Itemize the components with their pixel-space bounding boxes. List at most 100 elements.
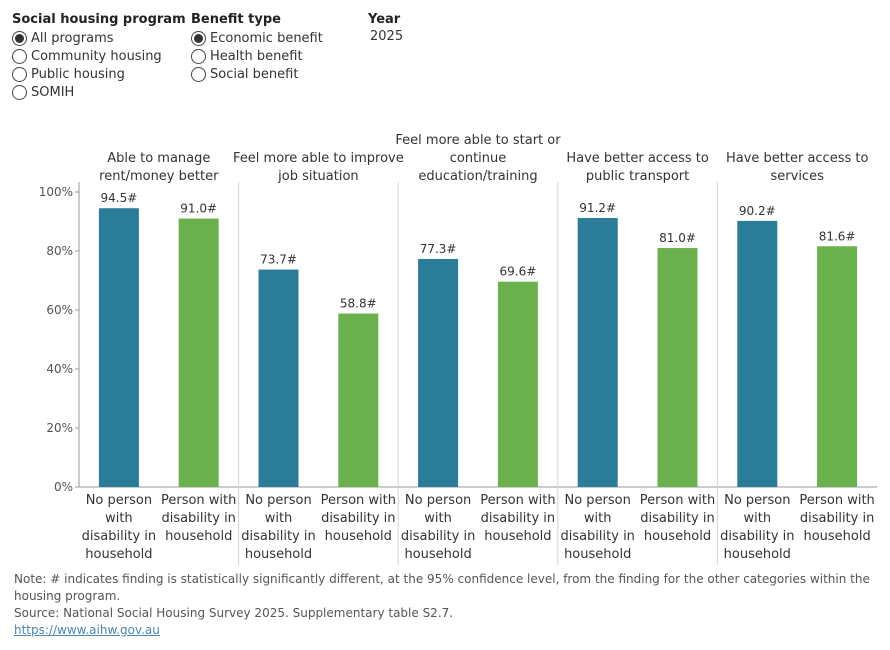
x-category-label: household (404, 547, 471, 562)
x-category-label: with (105, 511, 133, 526)
x-category-label: with (265, 511, 293, 526)
bar-with-disability (178, 218, 219, 488)
source-link[interactable]: https://www.aihw.gov.au (14, 623, 160, 637)
radio-community-housing[interactable]: Community housing (12, 47, 186, 65)
data-label: 58.8# (340, 297, 377, 311)
bar-with-disability (657, 248, 698, 487)
bar-no-disability (577, 217, 618, 487)
data-label: 81.0# (659, 231, 696, 245)
x-category-label: disability in (161, 511, 235, 526)
x-category-label: household (803, 529, 870, 544)
x-category-label: No person (245, 493, 311, 508)
chart-footer: Note: # indicates finding is statistical… (14, 571, 876, 639)
x-category-label: Person with (321, 493, 396, 508)
year-value[interactable]: 2025 (370, 29, 404, 44)
panel-title: public transport (586, 169, 689, 184)
year-filter: Year 2025 (368, 12, 403, 44)
radio-social-benefit[interactable]: Social benefit (191, 65, 323, 83)
radio-circle-icon[interactable] (12, 48, 27, 64)
x-category-label: disability in (321, 511, 395, 526)
benefit-filter-title: Benefit type (191, 12, 281, 27)
bar-no-disability (418, 258, 459, 487)
bar-no-disability (258, 269, 299, 487)
x-category-label: with (584, 511, 612, 526)
x-category-label: household (245, 547, 312, 562)
panel-title: Have better access to (566, 151, 709, 166)
panel-title: Have better access to (726, 151, 869, 166)
y-tick-label: 100% (39, 185, 73, 199)
source-text: Source: National Social Housing Survey 2… (14, 606, 454, 620)
radio-label: Social benefit (210, 66, 299, 82)
radio-label: Community housing (31, 48, 162, 64)
x-category-label: disability in (720, 529, 794, 544)
radio-circle-icon[interactable] (191, 66, 206, 82)
panel-title: rent/money better (99, 169, 219, 184)
data-label: 91.0# (180, 202, 217, 216)
y-tick-label: 80% (46, 244, 73, 258)
x-category-label: household (85, 547, 152, 562)
x-category-label: Person with (161, 493, 236, 508)
bar-with-disability (338, 313, 379, 487)
x-category-label: disability in (481, 511, 555, 526)
panel-title: Feel more able to improve (233, 151, 404, 166)
panel-title: job situation (277, 169, 359, 184)
data-label: 81.6# (819, 229, 856, 243)
x-category-label: disability in (82, 529, 156, 544)
radio-circle-icon[interactable] (191, 48, 206, 64)
program-filter-title: Social housing program (12, 12, 186, 27)
x-category-label: with (424, 511, 452, 526)
radio-label: SOMIH (31, 84, 75, 100)
data-label: 91.2# (579, 201, 616, 215)
radio-circle-icon[interactable] (12, 84, 27, 100)
radio-circle-icon[interactable] (12, 66, 27, 82)
y-tick-label: 0% (54, 480, 73, 494)
x-category-label: disability in (800, 511, 874, 526)
year-filter-title: Year (368, 12, 401, 27)
x-category-label: household (484, 529, 551, 544)
radio-public-housing[interactable]: Public housing (12, 65, 186, 83)
x-category-label: disability in (560, 529, 634, 544)
bar-chart: 0% 20% 40% 60% 80% 100% Able to manage rent/mon… (39, 133, 877, 565)
y-tick-label: 20% (46, 421, 73, 435)
radio-label: Health benefit (210, 48, 303, 64)
footnote: Note: # indicates finding is statistical… (14, 572, 870, 603)
radio-circle-icon[interactable] (191, 30, 206, 46)
radio-label: All programs (31, 30, 114, 46)
radio-somih[interactable]: SOMIH (12, 83, 186, 101)
data-label: 77.3# (420, 242, 457, 256)
radio-health-benefit[interactable]: Health benefit (191, 47, 323, 65)
data-label: 90.2# (739, 204, 776, 218)
x-category-label: disability in (241, 529, 315, 544)
x-category-label: household (644, 529, 711, 544)
radio-economic-benefit[interactable]: Economic benefit (191, 29, 323, 47)
data-label: 69.6# (500, 265, 537, 279)
bar-with-disability (497, 281, 538, 487)
data-label: 94.5# (101, 191, 138, 205)
panel-title: services (771, 169, 825, 184)
x-category-label: disability in (401, 529, 475, 544)
panel-title: education/training (418, 169, 537, 184)
x-category-label: Person with (799, 493, 874, 508)
x-category-label: household (325, 529, 392, 544)
x-category-label: Person with (640, 493, 715, 508)
panel-title: Feel more able to start or (395, 133, 561, 148)
x-category-label: No person (724, 493, 790, 508)
bar-no-disability (98, 208, 139, 487)
data-label: 73.7# (260, 253, 297, 267)
radio-label: Public housing (31, 66, 125, 82)
x-category-label: with (744, 511, 772, 526)
x-category-label: household (165, 529, 232, 544)
y-tick-label: 40% (46, 362, 73, 376)
panel-title: continue (450, 151, 507, 166)
x-category-label: household (724, 547, 791, 562)
x-category-label: No person (405, 493, 471, 508)
x-category-label: No person (565, 493, 631, 508)
y-tick-label: 60% (46, 303, 73, 317)
radio-circle-icon[interactable] (12, 30, 27, 46)
radio-all-programs[interactable]: All programs (12, 29, 186, 47)
x-category-label: Person with (480, 493, 555, 508)
radio-label: Economic benefit (210, 30, 323, 46)
x-category-label: disability in (640, 511, 714, 526)
program-filter: Social housing program All programs Comm… (12, 12, 186, 101)
x-category-label: household (564, 547, 631, 562)
